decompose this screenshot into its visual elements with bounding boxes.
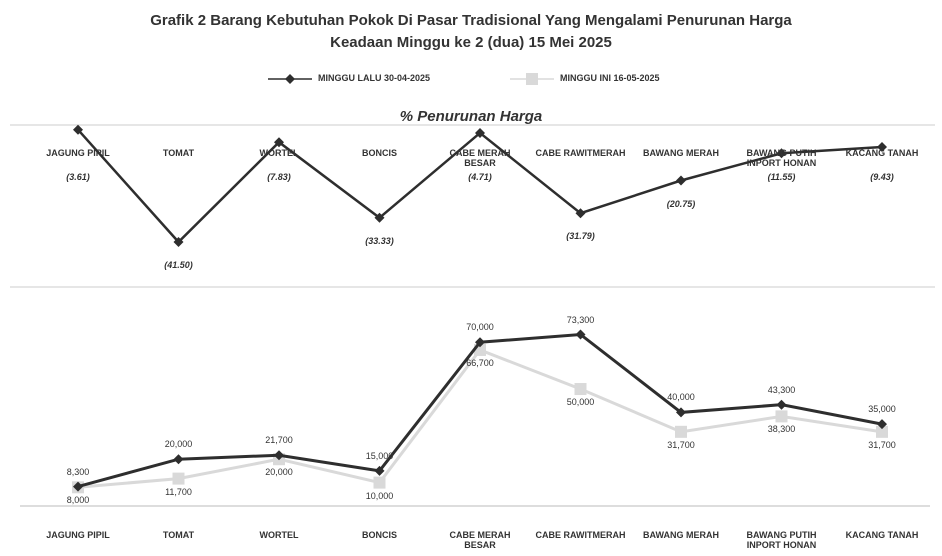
- x-tick-label: CABE RAWITMERAH: [535, 530, 626, 540]
- data-point: [676, 407, 686, 418]
- x-tick-label: BAWANG MERAH: [643, 148, 719, 158]
- series-line: [77, 348, 883, 489]
- data-label: 35,000: [868, 404, 896, 415]
- data-point: [173, 237, 184, 247]
- data-point: [675, 425, 687, 438]
- x-tick-label: CABE MERAH BESAR: [449, 148, 511, 168]
- data-label: 8,000: [66, 495, 90, 506]
- data-point: [575, 329, 586, 340]
- data-point: [73, 124, 83, 135]
- data-point: [274, 450, 284, 461]
- data-label: (4.71): [468, 172, 492, 182]
- data-point: [775, 410, 788, 423]
- x-tick-label: BAWANG MERAH: [643, 530, 719, 540]
- x-tick-label: KACANG TANAH: [845, 148, 919, 158]
- data-point: [776, 399, 787, 410]
- x-tick-label: CABE RAWITMERAH: [535, 148, 626, 158]
- data-label: 10,000: [365, 490, 394, 501]
- data-label: (31.79): [566, 231, 595, 242]
- x-tick-label: BONCIS: [361, 148, 397, 158]
- data-label: (3.61): [66, 172, 90, 182]
- data-label: (41.50): [164, 260, 193, 270]
- x-tick-label: JAGUNG PIPIL: [46, 530, 110, 540]
- data-point: [876, 425, 888, 438]
- data-label: 50,000: [566, 397, 595, 407]
- x-tick-label: WORTEL: [259, 148, 299, 158]
- x-tick-label: TOMAT: [162, 148, 195, 158]
- x-tick-label: CABE MERAH BESAR: [449, 530, 511, 550]
- data-label: (11.55): [767, 172, 796, 182]
- data-label: 43,300: [767, 384, 796, 395]
- legend-label: MINGGU LALU 30-04-2025: [318, 73, 431, 83]
- data-label: 66,700: [466, 357, 494, 368]
- x-tick-label: KACANG TANAH: [845, 530, 919, 540]
- data-point: [877, 141, 887, 152]
- data-point: [475, 337, 485, 348]
- data-point: [574, 383, 587, 396]
- data-point: [475, 127, 485, 138]
- data-point: [374, 465, 385, 476]
- chart-subtitle: % Penurunan Harga: [399, 108, 543, 125]
- data-label: 31,700: [667, 439, 695, 450]
- data-label: 15,000: [365, 450, 394, 461]
- data-point: [274, 137, 284, 148]
- x-tick-label: BAWANG PUTIH INPORT HONAN: [746, 530, 817, 550]
- x-tick-label: BAWANG PUTIH INPORT HONAN: [746, 148, 817, 168]
- data-point: [373, 476, 386, 489]
- data-point: [776, 148, 787, 159]
- data-point: [73, 481, 83, 492]
- legend-marker: [285, 74, 295, 84]
- data-label: (7.83): [267, 172, 291, 182]
- chart-title: Grafik 2 Barang Kebutuhan Pokok Di Pasar…: [150, 12, 792, 51]
- data-point: [374, 212, 385, 223]
- data-label: (20.75): [666, 198, 696, 209]
- data-label: (9.43): [870, 172, 894, 182]
- x-tick-label: TOMAT: [162, 530, 195, 540]
- legend-marker: [526, 73, 538, 85]
- data-label: 20,000: [164, 439, 193, 450]
- data-label: 8,300: [66, 466, 90, 477]
- data-point: [676, 175, 686, 186]
- data-label: 21,700: [265, 435, 293, 446]
- data-label: 40,000: [667, 392, 695, 403]
- data-label: 38,300: [767, 424, 796, 435]
- data-label: (33.33): [365, 235, 394, 246]
- data-point: [575, 208, 586, 219]
- data-point: [172, 472, 185, 485]
- data-label: 70,000: [466, 322, 494, 333]
- series-line: [77, 128, 883, 244]
- legend-label: MINGGU INI 16-05-2025: [560, 73, 660, 83]
- x-tick-label: JAGUNG PIPIL: [46, 148, 110, 158]
- data-point: [173, 454, 184, 465]
- x-tick-label: BONCIS: [361, 530, 397, 540]
- data-label: 31,700: [868, 439, 896, 450]
- data-label: 20,000: [265, 467, 293, 478]
- data-label: 11,700: [165, 486, 192, 497]
- data-label: 73,300: [566, 314, 595, 325]
- data-point: [877, 419, 887, 430]
- x-tick-label: WORTEL: [259, 530, 299, 540]
